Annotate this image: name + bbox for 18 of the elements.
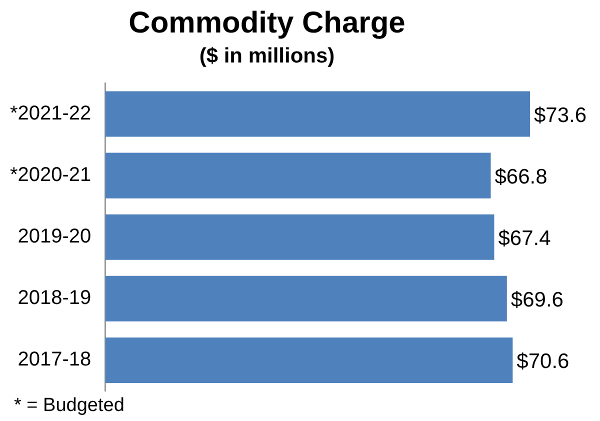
bar — [105, 152, 491, 198]
text: * = Budgeted — [14, 395, 124, 417]
y-tick-label: *2021-22 — [10, 102, 92, 124]
y-tick-label: *2020-21 — [10, 164, 92, 186]
data-label: $70.6 — [516, 350, 570, 374]
data-label: $73.6 — [534, 104, 587, 127]
bar — [105, 214, 494, 260]
y-tick-label: 2019-20 — [18, 226, 92, 248]
data-label: $67.4 — [498, 226, 552, 250]
bar — [105, 91, 530, 137]
y-tick-label: 2018-19 — [18, 287, 92, 310]
bar — [105, 276, 507, 322]
y-tick-label: 2017-18 — [18, 348, 92, 371]
bar — [105, 337, 513, 383]
data-label: $66.8 — [494, 165, 548, 188]
data-label: $69.6 — [510, 288, 564, 312]
chart-title: Commodity Charge — [128, 6, 406, 40]
chart-subtitle: ($ in millions) — [199, 44, 335, 68]
